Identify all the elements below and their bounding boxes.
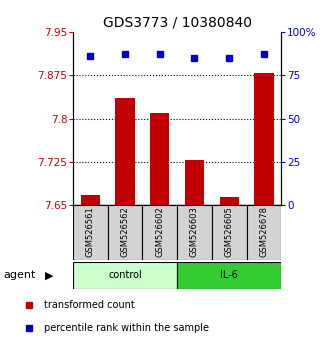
Text: IL-6: IL-6 (220, 270, 238, 280)
Text: GSM526603: GSM526603 (190, 206, 199, 257)
Text: ▶: ▶ (45, 270, 53, 280)
Text: percentile rank within the sample: percentile rank within the sample (44, 323, 209, 333)
Bar (81, 195, 100, 205)
Text: GSM526562: GSM526562 (120, 206, 129, 257)
Text: GSM526602: GSM526602 (155, 206, 164, 257)
Text: agent: agent (3, 270, 36, 280)
Bar (73, 205, 108, 260)
Text: GSM526678: GSM526678 (260, 206, 268, 257)
Bar (150, 113, 169, 205)
Bar (247, 205, 281, 260)
Bar (177, 262, 281, 289)
Bar (177, 205, 212, 260)
Text: GSM526561: GSM526561 (86, 206, 95, 257)
Bar (220, 196, 239, 205)
Bar (212, 205, 247, 260)
Text: GSM526605: GSM526605 (225, 206, 234, 257)
Bar (185, 160, 204, 205)
Text: transformed count: transformed count (44, 300, 134, 310)
Bar (116, 98, 134, 205)
Bar (73, 262, 177, 289)
Title: GDS3773 / 10380840: GDS3773 / 10380840 (103, 15, 252, 29)
Text: control: control (108, 270, 142, 280)
Bar (108, 205, 142, 260)
Bar (142, 205, 177, 260)
Bar (255, 74, 273, 205)
